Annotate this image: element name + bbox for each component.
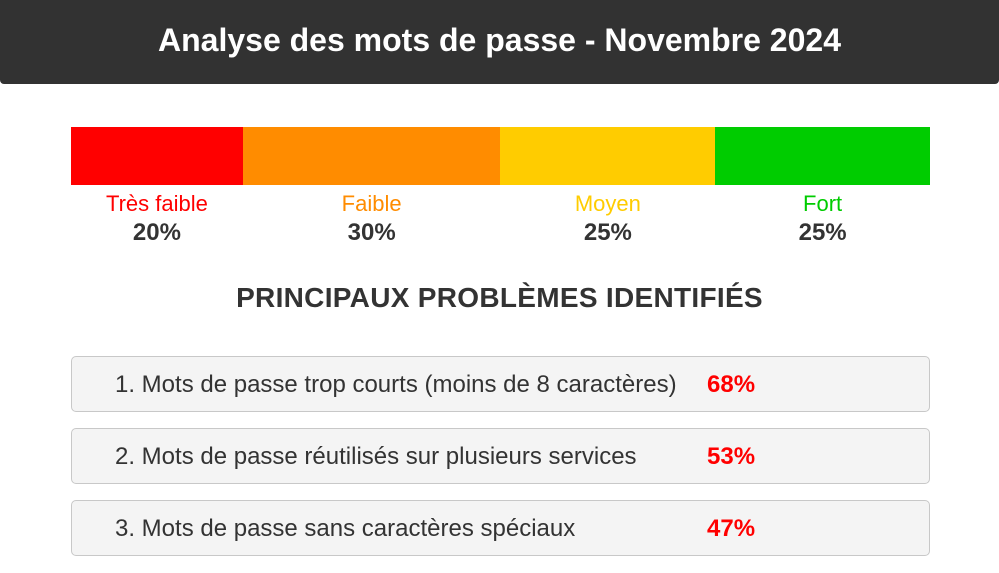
problem-percent: 53%: [707, 443, 756, 470]
legend-label: Moyen: [574, 191, 641, 216]
strength-segment-faible: [242, 127, 501, 185]
legend-value: 25%: [583, 219, 632, 246]
strength-segment-tres-faible: [71, 127, 243, 185]
strength-bar: [71, 127, 930, 185]
problem-text: 1. Mots de passe trop courts (moins de 8…: [115, 371, 677, 398]
legend-value: 20%: [132, 219, 181, 246]
problem-item: 1. Mots de passe trop courts (moins de 8…: [71, 356, 930, 412]
legend-value: 25%: [798, 219, 847, 246]
legend-label: Très faible: [105, 191, 208, 216]
problem-text: 3. Mots de passe sans caractères spéciau…: [115, 515, 576, 542]
legend-label: Fort: [803, 191, 843, 216]
legend-item-faible: Faible 30%: [342, 190, 402, 248]
problem-percent: 47%: [707, 515, 756, 542]
strength-segment-fort: [715, 127, 930, 185]
strength-segment-moyen: [500, 127, 716, 185]
problem-item: 2. Mots de passe réutilisés sur plusieur…: [71, 428, 930, 484]
header-bar: Analyse des mots de passe - Novembre 202…: [0, 0, 999, 84]
problem-percent: 68%: [707, 371, 756, 398]
strength-legend: Très faible 20% Faible 30% Moyen 25% For…: [71, 190, 930, 250]
legend-value: 30%: [347, 219, 396, 246]
legend-item-fort: Fort 25%: [799, 190, 847, 248]
legend-item-tres-faible: Très faible 20%: [106, 190, 208, 248]
page-title: Analyse des mots de passe - Novembre 202…: [158, 21, 841, 58]
legend-label: Faible: [341, 191, 402, 216]
legend-item-moyen: Moyen 25%: [575, 190, 641, 248]
problem-text: 2. Mots de passe réutilisés sur plusieur…: [115, 443, 637, 470]
problems-section-title: PRINCIPAUX PROBLÈMES IDENTIFIÉS: [236, 282, 763, 313]
problem-item: 3. Mots de passe sans caractères spéciau…: [71, 500, 930, 556]
problems-list: 1. Mots de passe trop courts (moins de 8…: [71, 356, 930, 572]
